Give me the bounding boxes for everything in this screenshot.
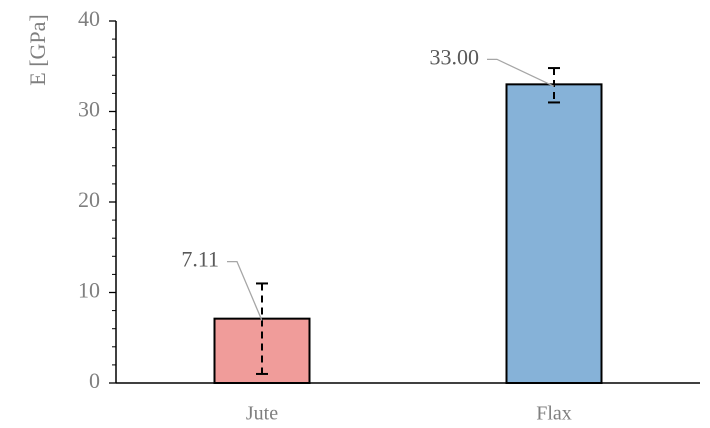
bars [213, 67, 603, 385]
y-axis-title: E [GPa] [25, 14, 50, 85]
y-tick-label: 10 [78, 278, 100, 303]
data-labels: 7.11 33.00 [181, 44, 555, 321]
bar-flax [505, 83, 603, 384]
category-labels: Jute Flax [246, 403, 572, 425]
y-tick-label: 20 [78, 187, 100, 212]
category-label-jute: Jute [246, 403, 278, 425]
y-tick-label: 0 [89, 368, 100, 393]
y-tick-label: 30 [78, 97, 100, 122]
category-label-flax: Flax [536, 403, 572, 425]
leader-line-jute [227, 261, 263, 321]
y-tick-label: 40 [78, 6, 100, 31]
leader-line-flax [487, 58, 555, 87]
axes [115, 21, 700, 384]
data-label-jute: 7.11 [181, 247, 219, 272]
y-ticks: 0 10 20 30 40 [78, 6, 116, 393]
data-label-flax: 33.00 [430, 44, 480, 69]
